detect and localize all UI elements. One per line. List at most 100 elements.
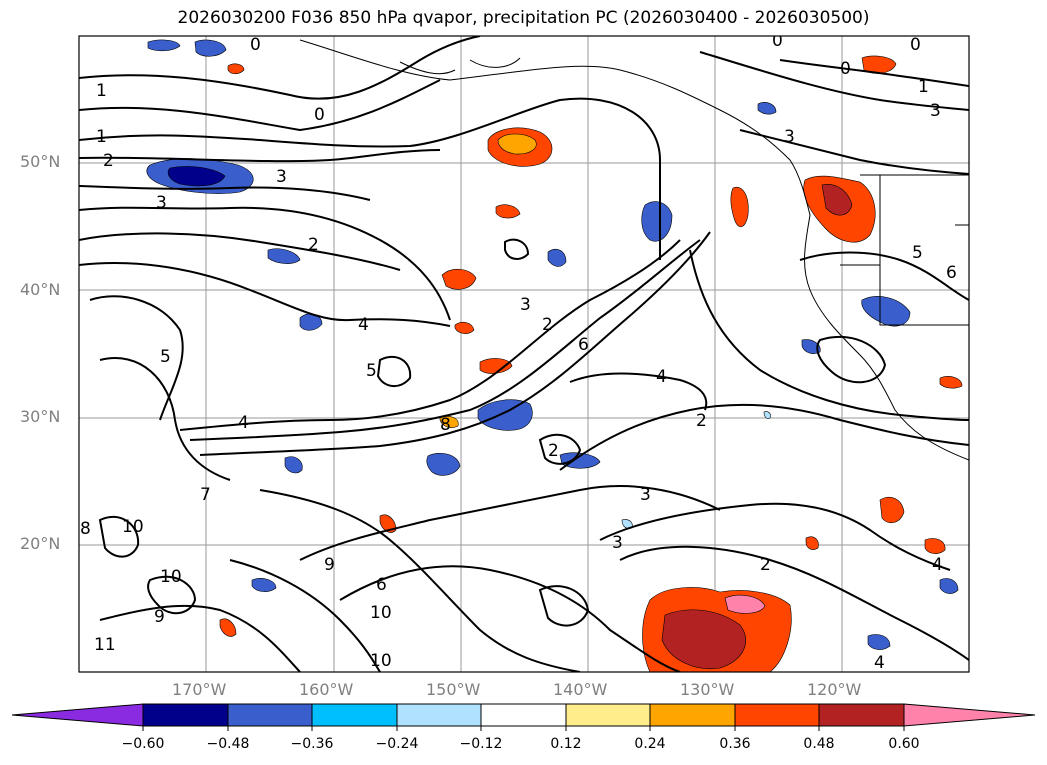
contour-line — [259, 489, 581, 672]
colorbar-tick-label: −0.36 — [290, 736, 334, 752]
contour-line — [339, 565, 681, 672]
precip-negative-patch — [284, 456, 303, 474]
contour-line — [699, 51, 969, 111]
precip-positive-patch — [379, 514, 397, 533]
contour-label: 2 — [103, 151, 114, 171]
map-title: 2026030200 F036 850 hPa qvapor, precipit… — [177, 8, 870, 28]
contour-label: 4 — [932, 555, 943, 575]
colorbar-tick-label: −0.60 — [121, 736, 165, 752]
colorbar-cell — [734, 703, 820, 727]
colorbar-extend-low — [11, 703, 144, 727]
contour-line — [79, 232, 401, 271]
contour-label: 0 — [840, 59, 851, 79]
precip-negative-patch — [147, 39, 181, 52]
precip-negative-patch — [194, 39, 227, 57]
colorbar-tick-label: 0.48 — [803, 736, 835, 752]
precip-negative-patch — [426, 453, 461, 476]
precip-positive-patch — [730, 186, 749, 227]
contour-label: 6 — [946, 263, 957, 283]
colorbar-tick-label: 0.12 — [550, 736, 582, 752]
contour-label: 4 — [358, 315, 369, 335]
contour-label: 4 — [238, 413, 249, 433]
contour-label: 3 — [276, 167, 287, 187]
contour-line — [569, 372, 708, 411]
contour-label: 3 — [930, 101, 941, 121]
precip-negative-patch — [867, 634, 891, 650]
colorbar-tick-label: 0.60 — [888, 736, 920, 752]
contour-label: 3 — [612, 533, 623, 553]
precip-positive-patch — [479, 358, 513, 374]
lat-label: 30°N — [20, 407, 61, 426]
contour-label: 4 — [874, 653, 885, 673]
precip-negative-patch — [559, 452, 601, 469]
contour-line — [779, 59, 969, 87]
precip-positive-patch — [219, 618, 237, 637]
contour-label: 5 — [912, 243, 923, 263]
colorbar-cell — [649, 703, 736, 727]
precip-negative-patch — [547, 249, 567, 267]
precip-negative-patch — [757, 102, 777, 115]
contour-label: 6 — [376, 575, 387, 595]
precip-positive-patch — [497, 133, 537, 155]
contour-line — [199, 231, 711, 456]
colorbar-cell — [142, 703, 229, 727]
contour-label: 0 — [314, 105, 325, 125]
contour-line — [79, 97, 662, 260]
precip-positive-patch — [441, 269, 477, 290]
plot-frame — [78, 35, 970, 673]
contour-line — [559, 403, 969, 471]
contour-line — [376, 355, 412, 387]
colorbar-tick-label: −0.48 — [206, 736, 250, 752]
contour-label: 10 — [370, 651, 392, 671]
lon-label: 120°W — [807, 680, 862, 699]
contour-label: 9 — [324, 555, 335, 575]
contour-label: 0 — [910, 35, 921, 55]
contour-line — [179, 239, 681, 431]
contour-line — [79, 36, 481, 100]
contour-line — [79, 79, 441, 132]
contour-line — [79, 149, 441, 163]
colorbar-cell — [227, 703, 313, 727]
contour-label: 3 — [156, 193, 167, 213]
contour-label: 10 — [122, 517, 144, 537]
lon-label: 150°W — [426, 680, 481, 699]
precip-positive-patch — [724, 594, 766, 614]
contour-label: 3 — [784, 127, 795, 147]
colorbar-cell — [480, 703, 567, 727]
precip-negative-patch — [167, 166, 226, 187]
colorbar-tick-label: 0.36 — [719, 736, 751, 752]
contour-line — [739, 129, 969, 175]
lat-label: 40°N — [20, 280, 61, 299]
colorbar-cell — [565, 703, 651, 727]
colorbar-cell — [396, 703, 482, 727]
colorbar-tick-label: −0.12 — [459, 736, 503, 752]
coastline — [399, 57, 521, 75]
contour-label: 10 — [370, 603, 392, 623]
precip-patches — [146, 39, 963, 672]
contour-label: 6 — [578, 335, 589, 355]
lon-label: 160°W — [299, 680, 354, 699]
contour-line — [98, 515, 140, 558]
contour-label: 4 — [656, 367, 667, 387]
precip-positive-patch — [924, 538, 946, 554]
contour-label: 2 — [308, 235, 319, 255]
precip-positive-patch — [227, 63, 245, 75]
precip-positive-patch — [661, 609, 747, 670]
lon-label: 140°W — [553, 680, 608, 699]
contour-line — [99, 604, 301, 672]
precip-positive-patch — [439, 416, 459, 428]
contour-line — [619, 545, 969, 661]
precip-positive-patch — [805, 536, 819, 550]
coastline — [299, 39, 969, 461]
border — [840, 174, 969, 326]
contour-label: 2 — [542, 315, 553, 335]
lat-label: 50°N — [20, 152, 61, 171]
contour-label: 11 — [94, 635, 116, 655]
contour-label: 2 — [760, 555, 771, 575]
contour-lines — [79, 36, 969, 672]
colorbar — [11, 703, 1036, 731]
contour-label: 0 — [772, 31, 783, 51]
contour-label: 9 — [154, 607, 165, 627]
contour-label: 3 — [520, 295, 531, 315]
